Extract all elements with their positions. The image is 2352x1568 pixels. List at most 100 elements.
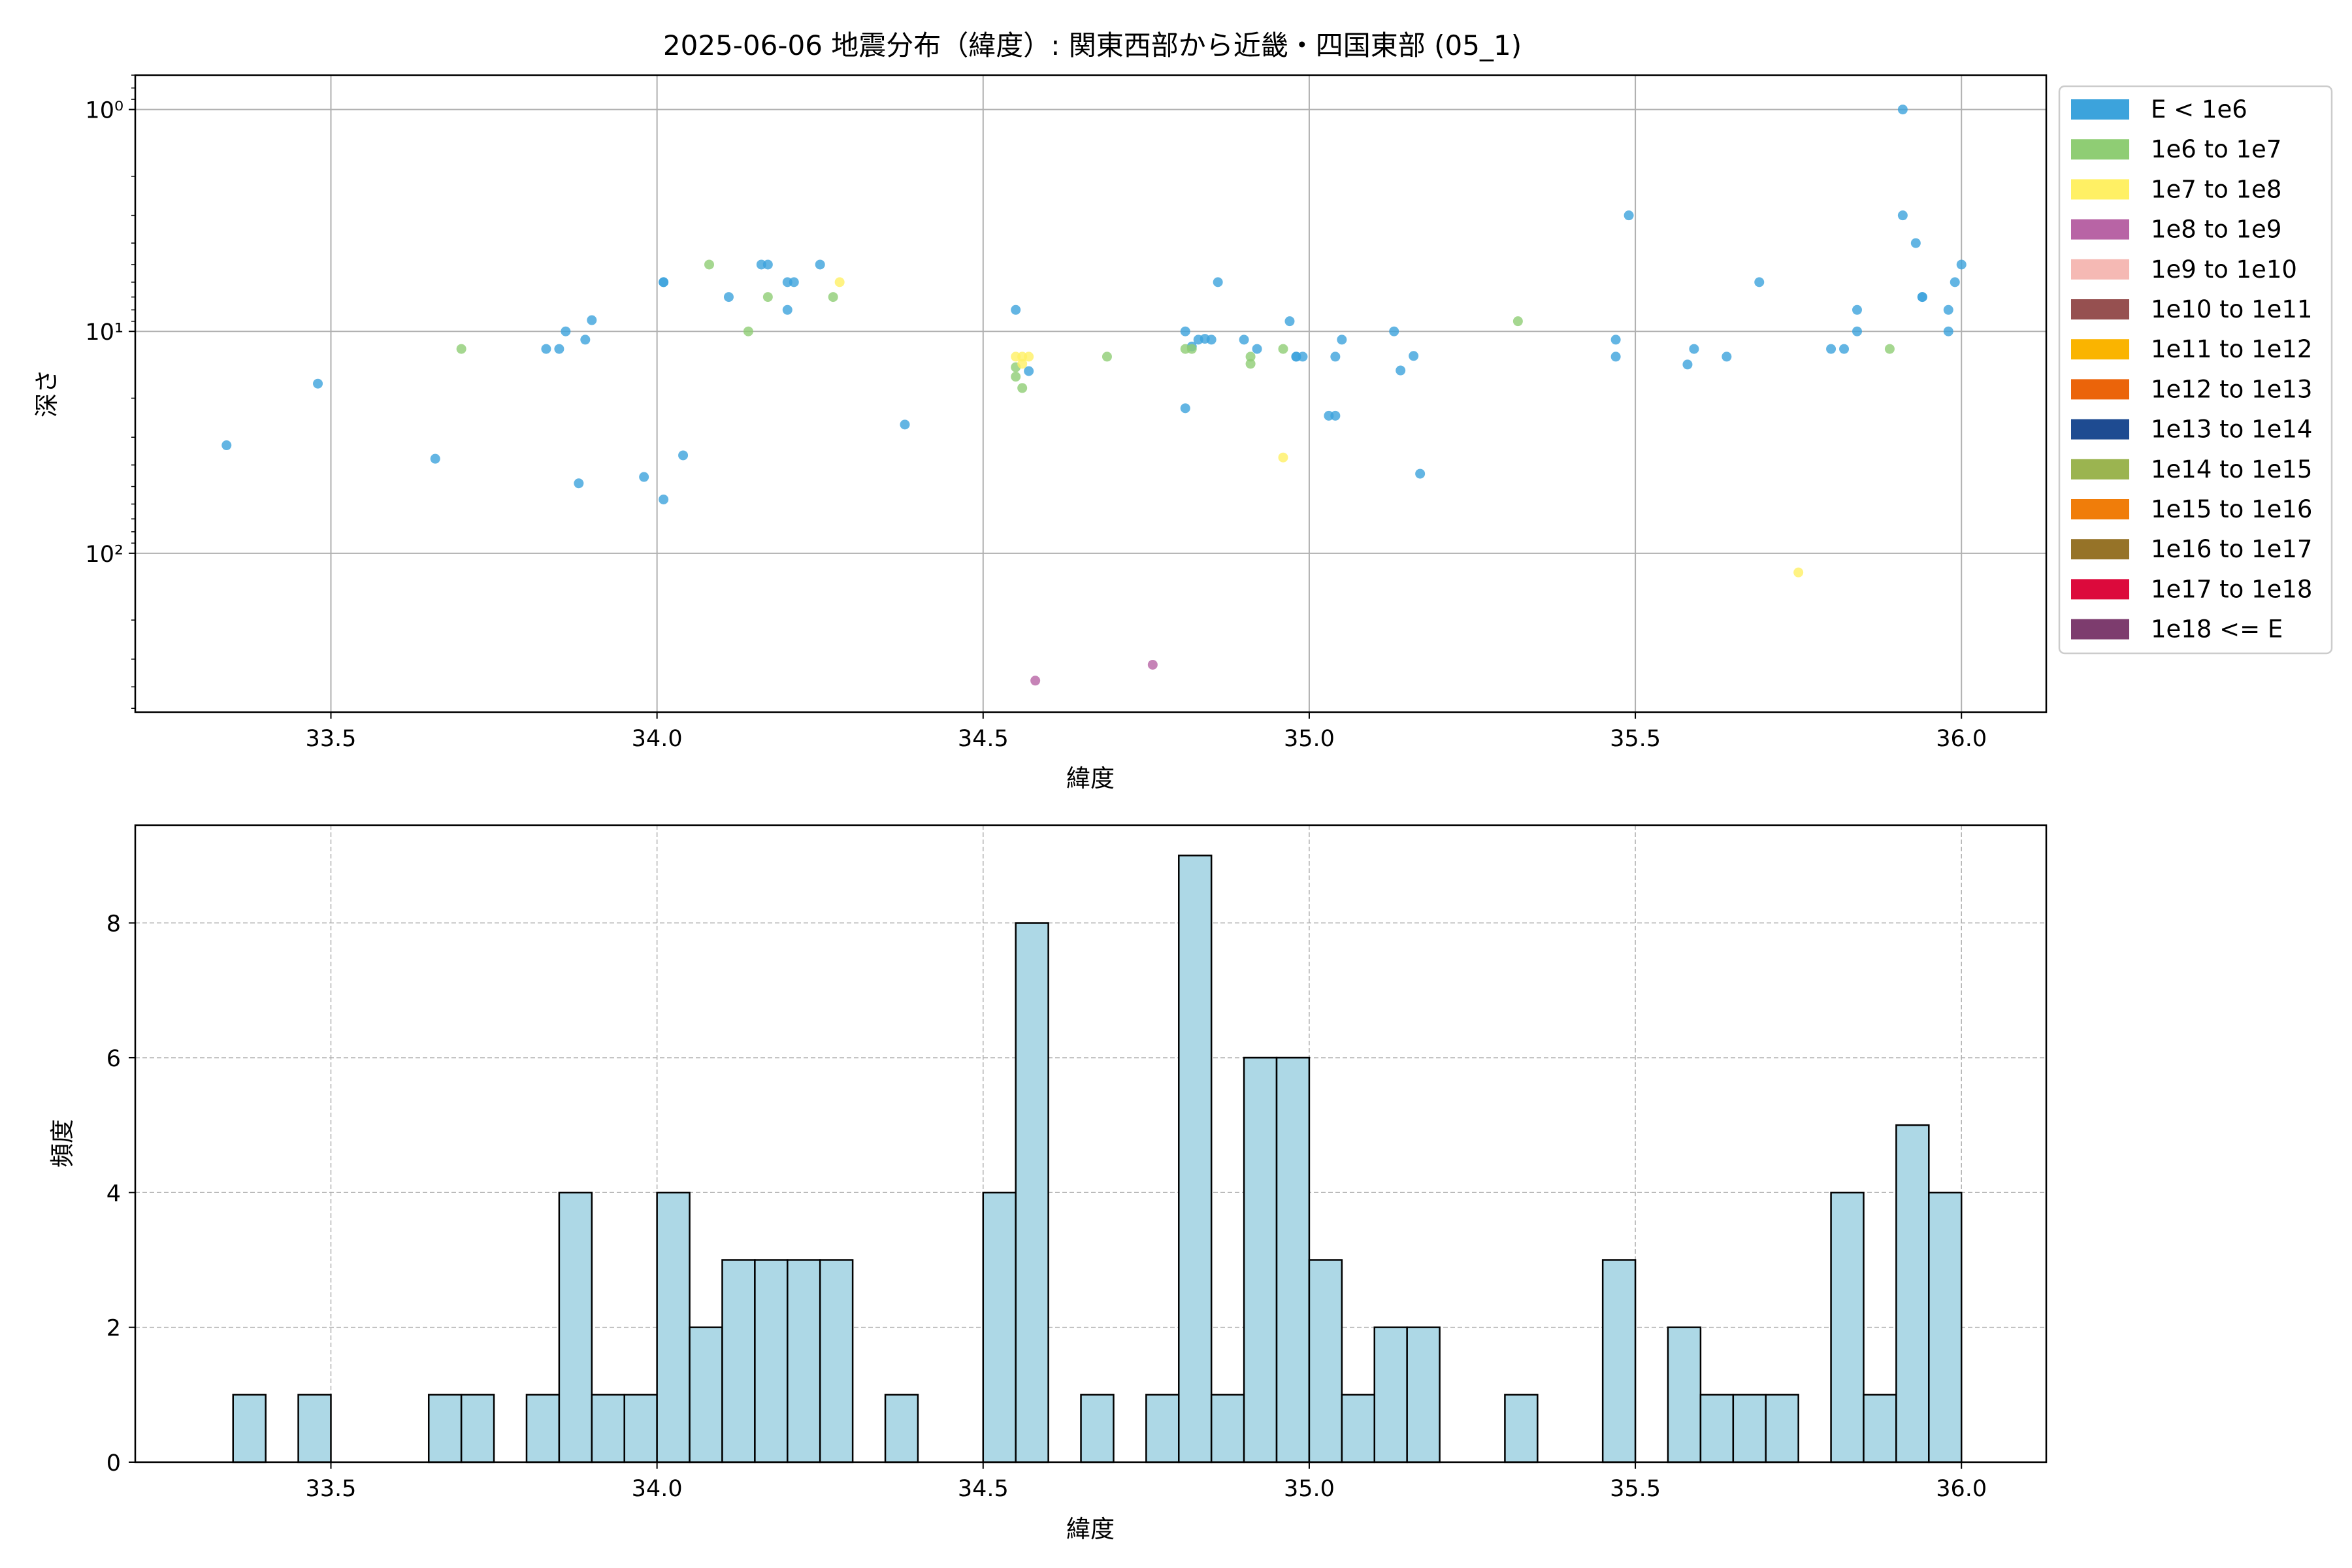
scatter-y-tick-label: 10⁰ [85,98,123,124]
scatter-point [1839,344,1850,354]
histogram-bar [1210,1394,1245,1463]
scatter-point [1206,335,1217,345]
scatter-point [1852,326,1862,336]
histogram-bar [721,1259,756,1463]
scatter-point [1298,351,1308,362]
histogram-bar [427,1394,463,1463]
scatter-point [1793,567,1804,578]
scatter-point [1030,676,1041,686]
histogram-bar [754,1259,789,1463]
chart-title: 2025-06-06 地震分布（緯度）: 関東西部から近畿・四国東部 (05_1… [663,29,1522,61]
histogram-bar [1080,1394,1115,1463]
scatter-point [659,494,669,504]
legend-swatch [2071,139,2129,160]
scatter-x-tick-label: 34.5 [958,726,1009,752]
histogram-bar [591,1394,625,1463]
scatter-point [1897,210,1908,221]
histogram-bar [1504,1394,1539,1463]
scatter-point [1245,351,1256,362]
histogram-y-tick-label: 8 [106,911,121,938]
histogram-y-tick-label: 2 [106,1316,121,1342]
histogram-x-tick-label: 35.5 [1610,1476,1661,1502]
legend-swatch [2071,619,2129,640]
histogram-x-axis-label: 緯度 [1066,1515,1115,1543]
scatter-point [1278,452,1288,463]
histogram-bar [232,1394,267,1463]
scatter-point [1024,351,1034,362]
scatter-point [834,277,845,287]
legend-label: 1e8 to 1e9 [2151,216,2281,244]
scatter-point [1897,105,1908,115]
scatter-point [1624,210,1634,221]
histogram-bar [1015,922,1049,1463]
scatter-point [1682,359,1693,370]
histogram-bar [1667,1326,1702,1463]
scatter-point [221,440,232,451]
scatter-point [1884,344,1895,354]
scatter-point [1943,326,1953,336]
scatter-point [541,344,551,354]
scatter-point [554,344,564,354]
scatter-point [828,292,838,302]
scatter-point [313,378,323,389]
scatter-point [1011,304,1021,315]
histogram-y-tick-label: 0 [106,1450,121,1477]
legend-label: 1e9 to 1e10 [2151,255,2297,284]
legend-swatch [2071,179,2129,200]
scatter-points [221,105,1967,686]
histogram-bar [1243,1056,1278,1463]
scatter-point [1245,359,1256,369]
scatter-point [1910,238,1921,248]
histogram-bar [1308,1259,1343,1463]
histogram-bar [1699,1394,1735,1463]
scatter-point [1389,326,1399,336]
legend-label: 1e7 to 1e8 [2151,175,2281,203]
scatter-point [1943,304,1953,315]
scatter-point [1024,366,1034,376]
scatter-point [574,478,584,489]
histogram-bar [982,1192,1017,1463]
histogram-x-ticks: 33.5 34.0 34.5 35.0 35.5 36.0 [306,1462,1987,1502]
legend-swatch [2071,459,2129,480]
legend-swatch [2071,99,2129,120]
scatter-x-tick-label: 36.0 [1936,726,1987,752]
scatter-point [1415,468,1426,479]
legend: E < 1e6 1e6 to 1e7 1e7 to 1e8 1e8 to 1e9 1e9… [2058,85,2333,655]
scatter-point [723,292,734,302]
scatter-point [430,453,440,464]
histogram-bar [884,1394,919,1463]
legend-label: E < 1e6 [2151,95,2247,123]
scatter-point [1213,277,1223,287]
histogram-bar [525,1394,561,1463]
scatter-point [782,304,792,315]
scatter-point [900,419,910,430]
legend-label: 1e14 to 1e15 [2151,455,2312,483]
scatter-point [1330,351,1341,362]
histogram-bar [1732,1394,1767,1463]
scatter-point [580,335,591,345]
histogram-y-axis-label: 頻度 [48,1119,76,1168]
scatter-point [1102,351,1112,362]
scatter-point [1278,344,1288,354]
scatter-point [762,292,773,302]
histogram-panel: 33.5 34.0 34.5 35.0 35.5 36.0 0 2 4 6 8 緯度 頻度 [48,824,2048,1543]
scatter-axes-frame [134,74,2048,713]
scatter-point [762,259,773,270]
histogram-y-tick-label: 6 [106,1046,121,1072]
histogram-x-tick-label: 34.0 [632,1476,683,1502]
scatter-x-axis-label: 緯度 [1066,764,1115,792]
legend-label: 1e12 to 1e13 [2151,375,2312,403]
scatter-point [1186,344,1197,354]
histogram-bar [656,1192,691,1463]
scatter-y-axis-label: 深さ [33,369,61,417]
legend-swatch [2071,299,2129,319]
histogram-y-ticks: 0 2 4 6 8 [106,911,135,1477]
scatter-point [1284,316,1295,327]
scatter-point [1689,344,1699,354]
scatter-y-tick-label: 10¹ [85,319,123,346]
histogram-bar [1863,1394,1897,1463]
scatter-point [1917,292,1927,302]
histogram-x-tick-label: 33.5 [306,1476,357,1502]
legend-label: 1e15 to 1e16 [2151,495,2312,523]
